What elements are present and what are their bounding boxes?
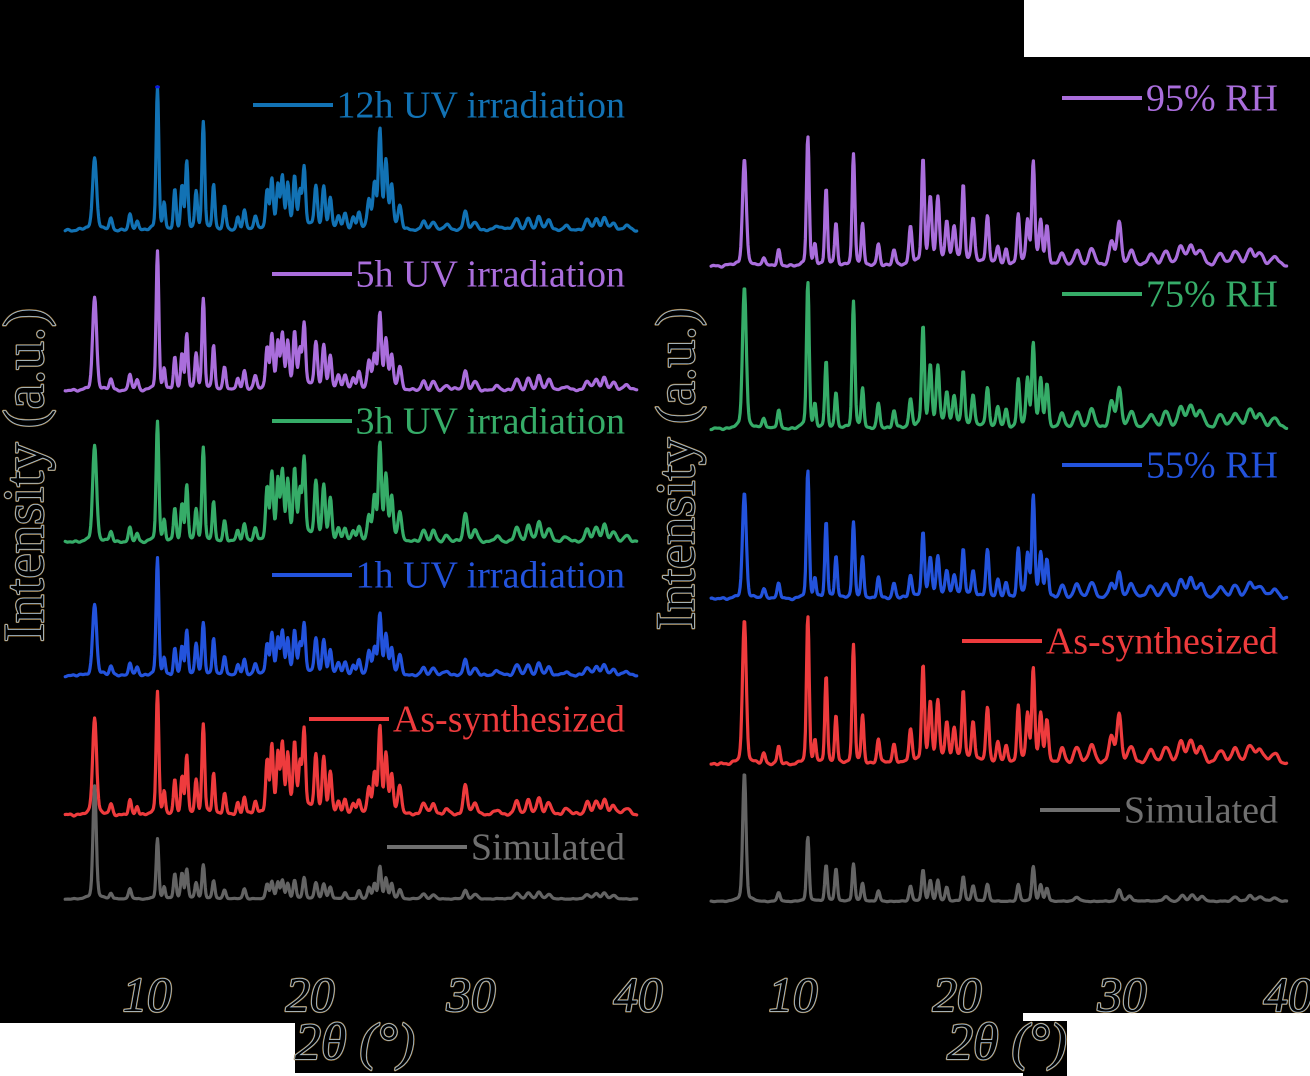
svg-text:40: 40 [1264, 967, 1310, 1022]
svg-text:20: 20 [286, 967, 335, 1022]
svg-text:Intensity (a.u.): Intensity (a.u.) [645, 308, 706, 630]
svg-text:10: 10 [769, 967, 818, 1022]
svg-text:55% RH: 55% RH [1146, 445, 1278, 487]
svg-text:40: 40 [614, 967, 663, 1022]
svg-text:20: 20 [933, 967, 982, 1022]
svg-text:30: 30 [446, 967, 496, 1022]
svg-text:2θ (°): 2θ (°) [947, 1014, 1067, 1071]
svg-text:2θ (°): 2θ (°) [295, 1014, 415, 1071]
svg-text:As-synthesized: As-synthesized [393, 699, 625, 741]
svg-text:30: 30 [446, 967, 496, 1022]
svg-text:30: 30 [1097, 967, 1147, 1022]
svg-text:As-synthesized: As-synthesized [1046, 621, 1278, 663]
svg-text:10: 10 [769, 967, 818, 1022]
svg-text:20: 20 [286, 967, 335, 1022]
svg-text:Intensity (a.u.): Intensity (a.u.) [645, 308, 706, 630]
svg-text:Simulated: Simulated [1124, 790, 1278, 832]
svg-text:5h UV irradiation: 5h UV irradiation [356, 254, 625, 296]
svg-text:10: 10 [123, 967, 172, 1022]
svg-text:10: 10 [123, 967, 172, 1022]
svg-text:1h UV irradiation: 1h UV irradiation [356, 555, 625, 597]
svg-text:95% RH: 95% RH [1146, 78, 1278, 120]
svg-text:30: 30 [1097, 967, 1147, 1022]
svg-text:12h UV irradiation: 12h UV irradiation [337, 85, 625, 127]
svg-text:20: 20 [933, 967, 982, 1022]
svg-text:Intensity (a.u.): Intensity (a.u.) [0, 308, 56, 642]
svg-text:2θ (°): 2θ (°) [295, 1014, 415, 1071]
svg-text:40: 40 [614, 967, 663, 1022]
svg-text:Intensity (a.u.): Intensity (a.u.) [0, 308, 56, 642]
svg-text:75% RH: 75% RH [1146, 274, 1278, 316]
svg-text:3h UV irradiation: 3h UV irradiation [356, 401, 625, 443]
svg-text:2θ (°): 2θ (°) [947, 1014, 1067, 1071]
svg-text:Simulated: Simulated [471, 827, 625, 869]
svg-text:40: 40 [1264, 967, 1310, 1022]
